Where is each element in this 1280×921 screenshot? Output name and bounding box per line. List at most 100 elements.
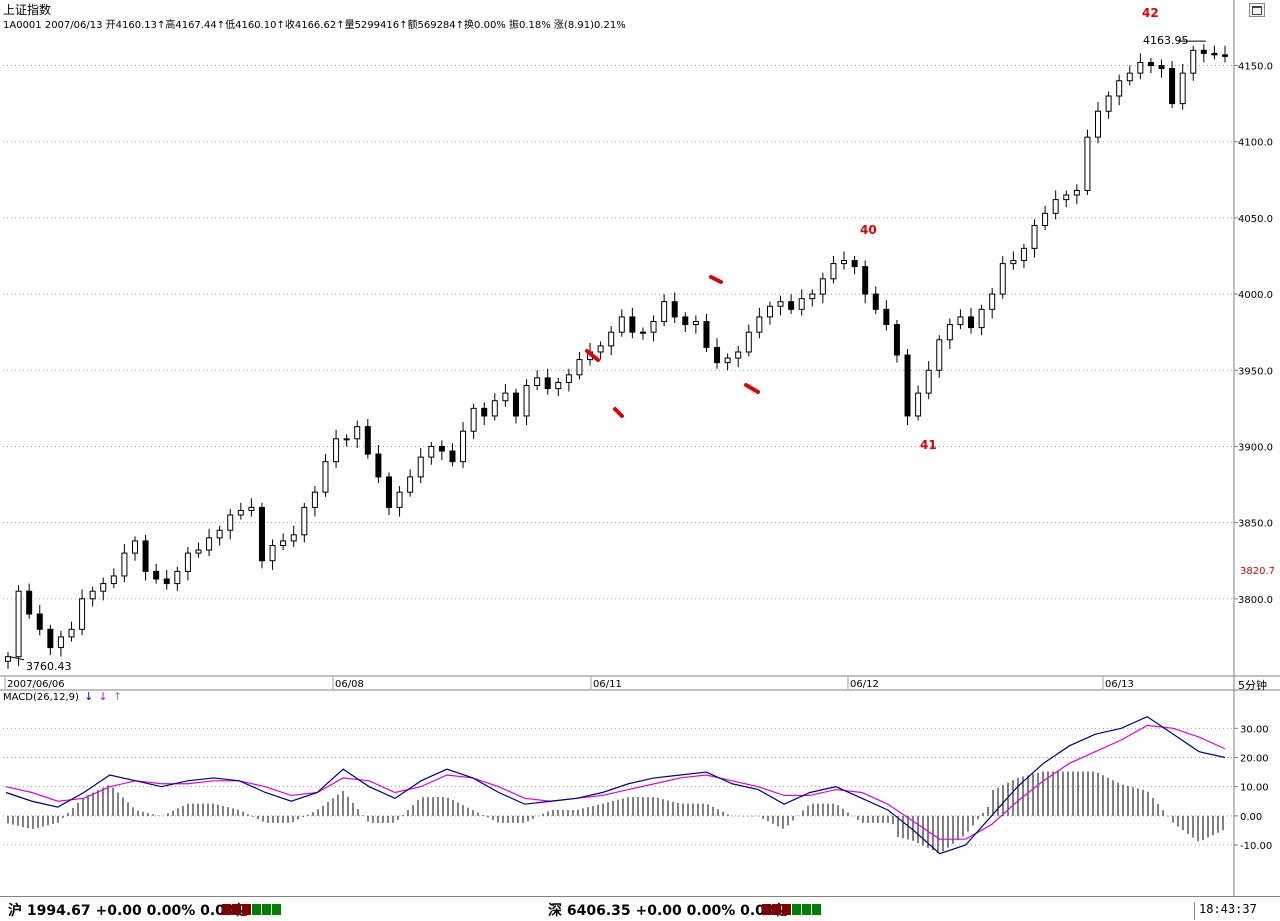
candle-down [544, 377, 551, 390]
period-selector[interactable]: 5分钟 [1238, 679, 1267, 692]
candle-up [819, 278, 826, 295]
macd-name: MACD(26,12,9) [3, 692, 79, 703]
candle-up [195, 549, 202, 554]
candle-up [1137, 61, 1144, 74]
candle-down [788, 301, 795, 310]
candle-down [703, 321, 710, 348]
candle-down [904, 354, 911, 417]
candle-up [206, 537, 213, 551]
macd-tick-label: 10.00 [1240, 783, 1269, 794]
candle-up [57, 636, 64, 649]
ohlc-info-line: 1A0001 2007/06/13 开4160.13↑高4167.44↑低416… [3, 20, 626, 31]
candle-up [639, 331, 646, 334]
candle-down [142, 540, 149, 572]
candle-down [1158, 65, 1165, 70]
candle-up [1031, 225, 1038, 249]
price-tick-label: 4150.0 [1238, 62, 1273, 73]
trend-marker [613, 407, 624, 418]
price-tick-label: 3950.0 [1238, 366, 1273, 377]
candle-up [565, 374, 572, 383]
candle-up [650, 321, 657, 333]
trend-marker [744, 383, 760, 394]
candle-down [163, 578, 170, 585]
clock: 18:43:37 [1194, 902, 1257, 920]
macd-tick-label: 20.00 [1240, 754, 1269, 765]
candle-up [766, 305, 773, 318]
candle-up [809, 293, 816, 300]
candle-up [227, 514, 234, 531]
candle-down [385, 476, 392, 508]
reference-price-label: 3820.7 [1240, 566, 1275, 577]
candle-up [978, 308, 985, 329]
candle-down [47, 628, 54, 649]
candle-down [629, 316, 636, 333]
candle-up [576, 359, 583, 376]
candle-down [893, 324, 900, 356]
price-tick-label: 4050.0 [1238, 214, 1273, 225]
candle-up [131, 540, 138, 554]
date-tick-label: 06/08 [335, 679, 364, 690]
candle-up [407, 476, 414, 493]
candle-up [1126, 72, 1133, 82]
candle-up [756, 316, 763, 333]
breadth-block [272, 904, 281, 915]
candle-up [608, 331, 615, 347]
candle-up [1084, 136, 1091, 191]
low-value-label: 3760.43 [26, 660, 72, 673]
candle-up [777, 301, 784, 307]
candle-up [1052, 199, 1059, 214]
candle-up [502, 392, 509, 402]
candle-up [798, 298, 805, 310]
breadth-block [262, 904, 271, 915]
price-tick-label: 4000.0 [1238, 290, 1273, 301]
candle-up [280, 540, 287, 546]
macd-indicator-label[interactable]: MACD(26,12,9) ↓ ↓ ↑ [3, 690, 122, 703]
candle-up [534, 377, 541, 386]
low-marker-line [9, 656, 25, 661]
breadth-block [762, 904, 771, 915]
candle-up [470, 407, 477, 432]
candle-up [1190, 49, 1197, 74]
breadth-block [772, 904, 781, 915]
candle-down [481, 407, 488, 417]
candle-up [1073, 189, 1080, 196]
up-arrow-icon[interactable]: ↑ [112, 690, 123, 703]
candle-up [301, 506, 308, 536]
candle-up [100, 583, 107, 592]
candle-down [851, 260, 858, 268]
candle-up [68, 628, 75, 638]
breadth-block [222, 904, 231, 915]
candle-up [1179, 72, 1186, 105]
shenzhen-index-status: 深 6406.35 +0.00 0.00% 0.00亿 [548, 903, 789, 919]
candle-up [1042, 212, 1049, 227]
date-tick-label: 06/12 [850, 679, 879, 690]
date-tick-label: 2007/06/06 [7, 679, 65, 690]
chart-canvas[interactable]: 4150.0 4100.0 4050.0 4000.0 3950.0 3900.0 3850… [0, 0, 1280, 896]
candle-up [5, 656, 11, 662]
breadth-block [802, 904, 811, 915]
candle-up [915, 392, 922, 417]
down-arrow-icon[interactable]: ↓ [84, 690, 94, 703]
trend-marker [709, 275, 723, 284]
macd-tick-label: -10.00 [1240, 841, 1272, 852]
candle-up [618, 316, 625, 333]
candle-down [26, 590, 33, 615]
candle-down [512, 392, 519, 417]
candle-up [460, 430, 467, 463]
candle-up [936, 339, 943, 371]
candle-down [883, 308, 890, 326]
candle-up [724, 357, 731, 364]
down-arrow-icon[interactable]: ↓ [98, 690, 108, 703]
candle-up [237, 509, 244, 516]
candle-up [523, 384, 530, 417]
wave-label: 40 [860, 223, 877, 237]
candle-up [692, 321, 699, 326]
price-tick-label: 3800.0 [1238, 595, 1273, 606]
candle-up [957, 316, 964, 326]
wave-label: 42 [1142, 6, 1159, 20]
candle-down [968, 316, 975, 329]
maximize-icon[interactable] [1249, 3, 1265, 17]
candle-down [153, 570, 160, 580]
candle-up [946, 324, 953, 341]
